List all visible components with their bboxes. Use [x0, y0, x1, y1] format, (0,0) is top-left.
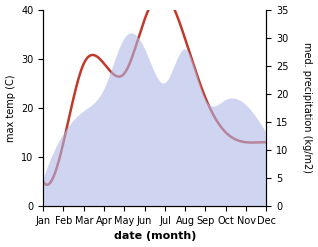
- Y-axis label: med. precipitation (kg/m2): med. precipitation (kg/m2): [302, 42, 313, 173]
- X-axis label: date (month): date (month): [114, 231, 196, 242]
- Y-axis label: max temp (C): max temp (C): [5, 74, 16, 142]
